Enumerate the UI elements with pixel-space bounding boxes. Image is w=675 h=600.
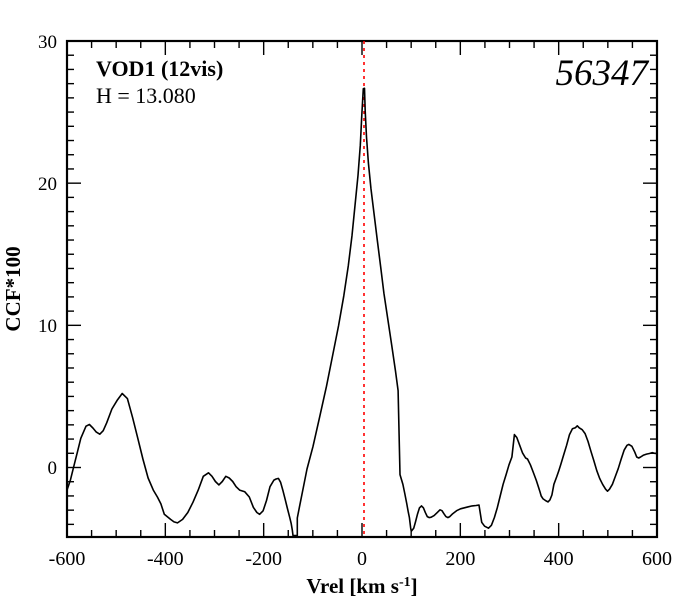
svg-text:30: 30 <box>38 32 57 53</box>
svg-text:400: 400 <box>544 548 574 570</box>
svg-text:0: 0 <box>48 458 58 479</box>
svg-text:CCF*100: CCF*100 <box>1 246 25 331</box>
svg-text:0: 0 <box>357 548 367 570</box>
svg-text:200: 200 <box>445 548 475 570</box>
svg-text:56347: 56347 <box>556 53 650 94</box>
svg-text:-600: -600 <box>49 548 86 570</box>
svg-text:-400: -400 <box>147 548 184 570</box>
svg-text:Vrel [km s-1]: Vrel [km s-1] <box>306 574 417 598</box>
svg-text:600: 600 <box>642 548 672 570</box>
svg-text:20: 20 <box>38 174 57 195</box>
svg-text:VOD1 (12vis): VOD1 (12vis) <box>96 56 223 81</box>
svg-text:-200: -200 <box>245 548 282 570</box>
svg-text:10: 10 <box>38 316 57 337</box>
svg-text:H = 13.080: H = 13.080 <box>96 83 196 108</box>
